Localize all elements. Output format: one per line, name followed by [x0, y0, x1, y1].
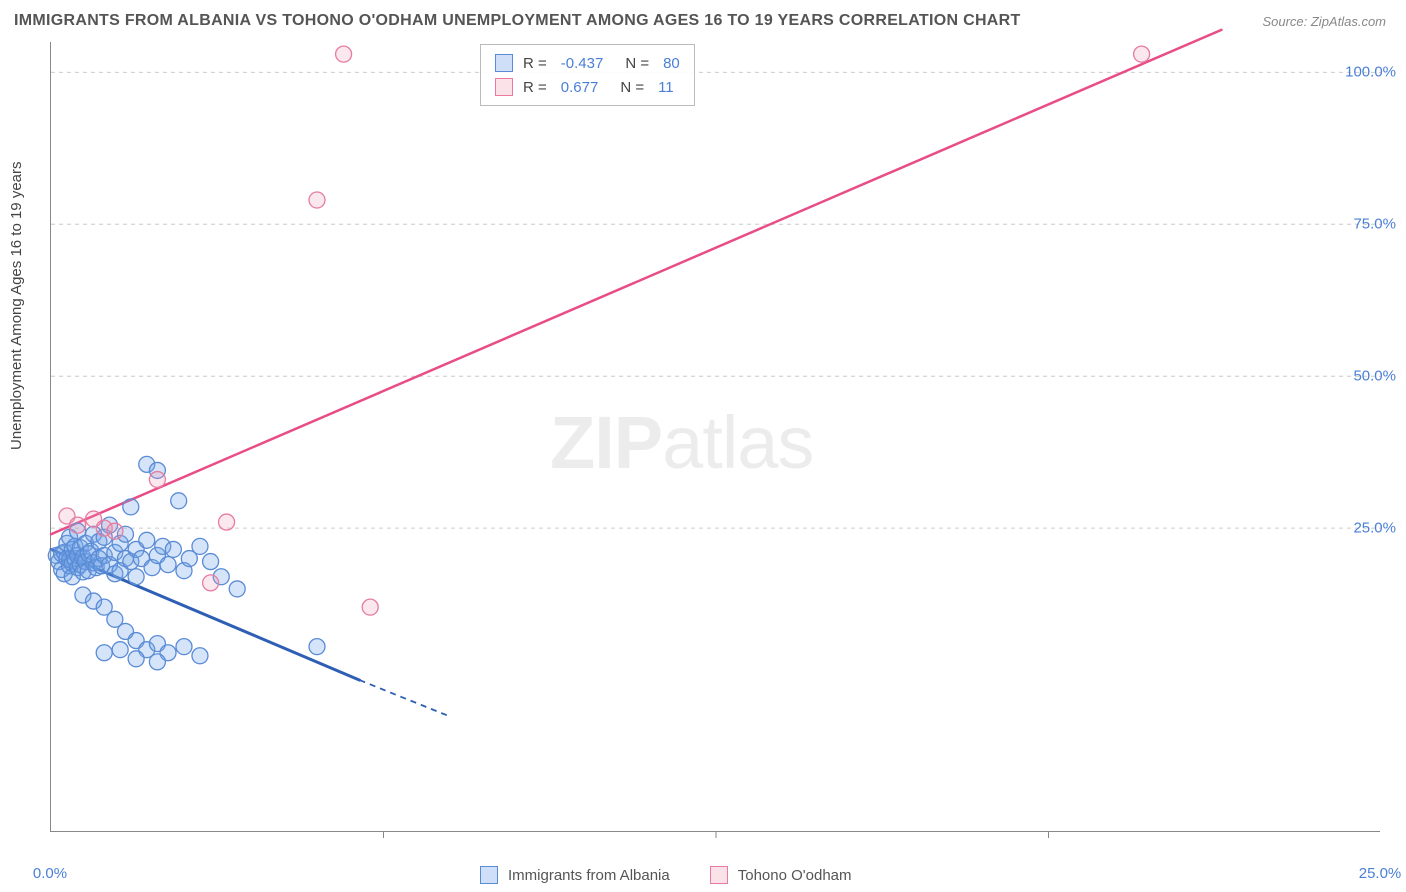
swatch-pink [495, 78, 513, 96]
x-tick-label: 0.0% [33, 865, 67, 882]
legend-label-pink: Tohono O'odham [738, 867, 852, 884]
legend-item-blue: Immigrants from Albania [480, 866, 670, 884]
y-axis-label: Unemployment Among Ages 16 to 19 years [8, 161, 25, 450]
legend-label-blue: Immigrants from Albania [508, 867, 670, 884]
scatter-svg [51, 42, 1380, 831]
legend-r-blue: -0.437 [561, 55, 604, 72]
series-legend: Immigrants from Albania Tohono O'odham [480, 866, 852, 884]
legend-r-pink: 0.677 [561, 79, 599, 96]
swatch-blue [480, 866, 498, 884]
correlation-chart: IMMIGRANTS FROM ALBANIA VS TOHONO O'ODHA… [0, 0, 1406, 892]
swatch-pink [710, 866, 728, 884]
legend-item-pink: Tohono O'odham [710, 866, 852, 884]
y-tick-label: 100.0% [1345, 64, 1396, 81]
source-attribution: Source: ZipAtlas.com [1262, 14, 1386, 29]
y-tick-label: 50.0% [1353, 368, 1396, 385]
legend-n-label: N = [620, 79, 644, 96]
x-tick-label: 25.0% [1359, 865, 1402, 882]
swatch-blue [495, 54, 513, 72]
y-tick-label: 75.0% [1353, 216, 1396, 233]
legend-row-pink: R = 0.677 N = 11 [495, 75, 680, 99]
legend-r-label: R = [523, 55, 547, 72]
y-tick-label: 25.0% [1353, 520, 1396, 537]
chart-title: IMMIGRANTS FROM ALBANIA VS TOHONO O'ODHA… [14, 12, 1021, 30]
plot-area [50, 42, 1380, 832]
correlation-legend: R = -0.437 N = 80 R = 0.677 N = 11 [480, 44, 695, 106]
legend-row-blue: R = -0.437 N = 80 [495, 51, 680, 75]
legend-n-blue: 80 [663, 55, 680, 72]
legend-r-label: R = [523, 79, 547, 96]
legend-n-label: N = [625, 55, 649, 72]
legend-n-pink: 11 [658, 79, 674, 96]
